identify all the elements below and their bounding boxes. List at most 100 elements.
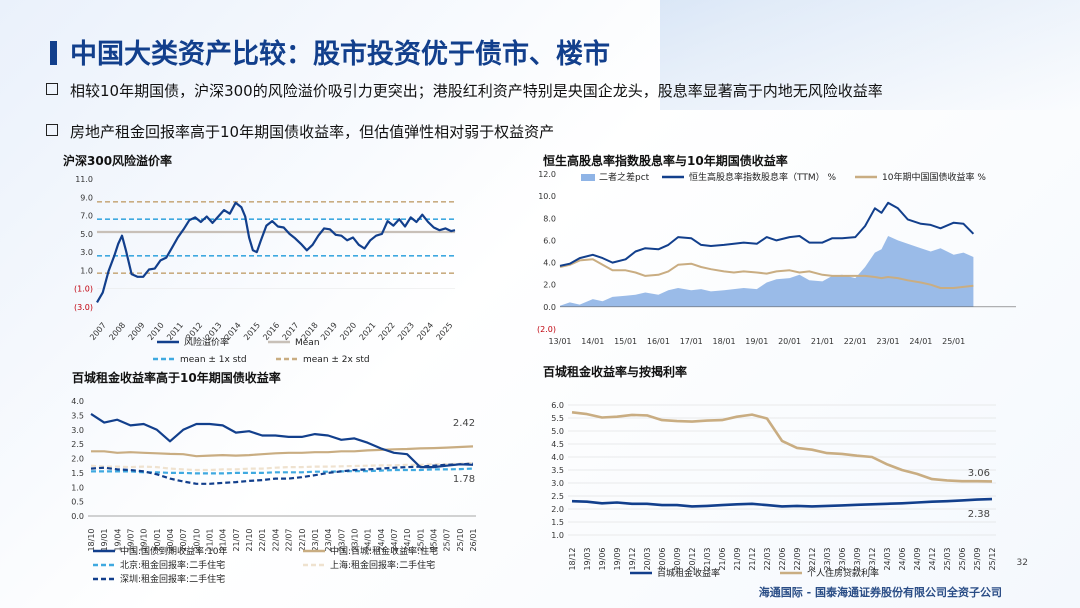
chart4-ytick-label: 2.5	[551, 492, 564, 501]
chart4-xtick-label: 25/09	[973, 547, 982, 570]
chart2-legend-spread-label: 二者之差pct	[599, 171, 650, 183]
chart2-legend-spread-swatch	[581, 174, 595, 181]
chart2-xtick-label: 22/01	[844, 337, 867, 346]
slide-title: 中国大类资产比较：股市投资优于债市、楼市	[70, 39, 610, 70]
chart4-xtick-label: 24/06	[898, 547, 907, 570]
chart4-xtick-label: 19/12	[628, 547, 637, 570]
chart3-xtick-label: 21/07	[232, 528, 241, 551]
chart3-xtick-label: 24/10	[403, 528, 412, 551]
chart1-xtick-label: 2023	[396, 321, 416, 342]
chart3-xtick-label: 26/01	[469, 528, 478, 551]
chart1-xtick-label: 2020	[338, 321, 358, 342]
chart2-xtick-label: 15/01	[614, 337, 637, 346]
chart1-xtick-label: 2007	[88, 321, 108, 342]
chart4-ytick-label: 1.0	[551, 531, 564, 540]
chart4-annotation-rent: 2.38	[968, 509, 990, 520]
chart4-xtick-label: 22/03	[763, 547, 772, 570]
chart3-xtick-label: 25/10	[456, 528, 465, 551]
header-decoration	[660, 0, 1080, 110]
chart1-legend-1std-label: mean ± 1x std	[180, 355, 247, 365]
chart3-ytick-label: 1.0	[71, 483, 84, 492]
chart4-xtick-label: 25/12	[988, 547, 997, 570]
chart3-xtick-label: 19/01	[100, 528, 109, 551]
chart2-xtick-label: 16/01	[647, 337, 670, 346]
chart2-ytick-label: 10.0	[538, 192, 556, 201]
chart1-ytick-label: 7.0	[80, 212, 93, 221]
chart3-series-line-1	[91, 445, 474, 458]
chart2-xtick-label: 14/01	[581, 337, 604, 346]
chart3-annotation-rent: 2.42	[453, 418, 475, 429]
checkbox-bullet-icon	[46, 124, 58, 136]
chart1-legend-mean-label: Mean	[295, 338, 320, 348]
chart2-ytick-label: 8.0	[543, 214, 556, 223]
chart3-ytick-label: 1.5	[71, 469, 84, 478]
chart4-xtick-label: 24/12	[928, 547, 937, 570]
chart1-xtick-label: 2015	[242, 321, 262, 342]
chart1-ytick-label: 1.0	[80, 266, 93, 275]
chart3-annotation-bond: 1.78	[453, 474, 475, 485]
chart4-xtick-label: 19/03	[583, 547, 592, 570]
chart3-xtick-label: 21/10	[245, 528, 254, 551]
chart4-series-rent-line	[571, 497, 993, 508]
chart2-title: 恒生高股息率指数股息率与10年期国债收益率	[543, 154, 788, 168]
chart2-series-dividend-line	[559, 201, 975, 267]
chart2-legend-bond-label: 10年期中国国债收益率 %	[882, 171, 986, 183]
chart3-ytick-label: 2.0	[71, 455, 84, 464]
chart3-xtick-label: 21/04	[219, 528, 228, 551]
chart2-ytick-label: 12.0	[538, 170, 556, 179]
chart1-xtick-label: 2019	[319, 321, 339, 342]
chart1-xtick-label: 2016	[261, 321, 281, 342]
chart4-xtick-label: 22/09	[793, 547, 802, 570]
chart2-xtick-label: 18/01	[712, 337, 735, 346]
chart1-ytick-label: 11.0	[75, 175, 93, 184]
chart3-xtick-label: 24/07	[390, 528, 399, 551]
chart3-xtick-label: 22/10	[298, 528, 307, 551]
chart3-xtick-label: 23/07	[337, 528, 346, 551]
chart3-xtick-label: 24/01	[364, 528, 373, 551]
chart2-xtick-label: 19/01	[745, 337, 768, 346]
chart1-legend-2std-label: mean ± 2x std	[303, 355, 370, 365]
chart4-ytick-label: 3.5	[551, 466, 564, 475]
chart4-legend-mortgage-label: 个人住房贷款利率	[807, 567, 879, 579]
chart2-ytick-label: 4.0	[543, 259, 556, 268]
chart4-ytick-label: 5.0	[551, 427, 564, 436]
chart2-ytick-label: 6.0	[543, 236, 556, 245]
chart3-xtick-label: 25/07	[443, 528, 452, 551]
chart4-xtick-label: 19/09	[613, 547, 622, 570]
chart3-legend-rent-label: 中国:百城:租金收益率:住宅	[330, 545, 438, 557]
chart3-xtick-label: 22/01	[258, 528, 267, 551]
chart1-xtick-label: 2011	[165, 321, 185, 342]
chart3-ytick-label: 3.0	[71, 426, 84, 435]
chart2-ytick-label: 2.0	[543, 281, 556, 290]
footer-text: 海通国际 - 国泰海通证券股份有限公司全资子公司	[758, 586, 1002, 599]
chart1-ytick-label: 3.0	[80, 248, 93, 257]
bullet-2-text: 房地产租金回报率高于10年期国债收益率，但估值弹性相对弱于权益资产	[70, 123, 555, 141]
chart3-xtick-label: 20/10	[192, 528, 201, 551]
chart3-xtick-label: 23/10	[350, 528, 359, 551]
chart3-series-line-0	[90, 412, 474, 469]
chart3-legend-beijing-label: 北京:租金回报率:二手住宅	[120, 559, 225, 571]
chart3-xtick-label: 19/04	[113, 528, 122, 551]
chart2-xtick-label: 20/01	[778, 337, 801, 346]
chart3-xtick-label: 23/04	[324, 528, 333, 551]
chart3-xtick-label: 19/10	[140, 528, 149, 551]
chart2-xtick-label: 13/01	[548, 337, 571, 346]
chart3-ytick-label: 3.5	[71, 411, 84, 420]
chart4-ytick-label: 6.0	[551, 401, 564, 410]
chart2-xtick-label: 23/01	[877, 337, 900, 346]
chart3-xtick-label: 21/01	[206, 528, 215, 551]
chart3-xtick-label: 23/01	[311, 528, 320, 551]
chart4-xtick-label: 20/09	[673, 547, 682, 570]
chart3-xtick-label: 18/10	[87, 528, 96, 551]
chart4-xtick-label: 22/06	[778, 547, 787, 570]
chart3-title: 百城租金收益率高于10年期国债收益率	[72, 371, 281, 385]
title-accent-bar	[50, 41, 57, 65]
chart3-xtick-label: 20/04	[166, 528, 175, 551]
chart2-ytick-label: (2.0)	[537, 325, 556, 334]
chart1-xtick-label: 2025	[435, 321, 455, 342]
chart2-xtick-label: 17/01	[680, 337, 703, 346]
chart2-xtick-label: 24/01	[909, 337, 932, 346]
bullet-2: 房地产租金回报率高于10年期国债收益率，但估值弹性相对弱于权益资产	[46, 121, 554, 142]
chart4-ytick-label: 4.5	[551, 440, 564, 449]
chart4-ytick-label: 5.5	[551, 414, 564, 423]
